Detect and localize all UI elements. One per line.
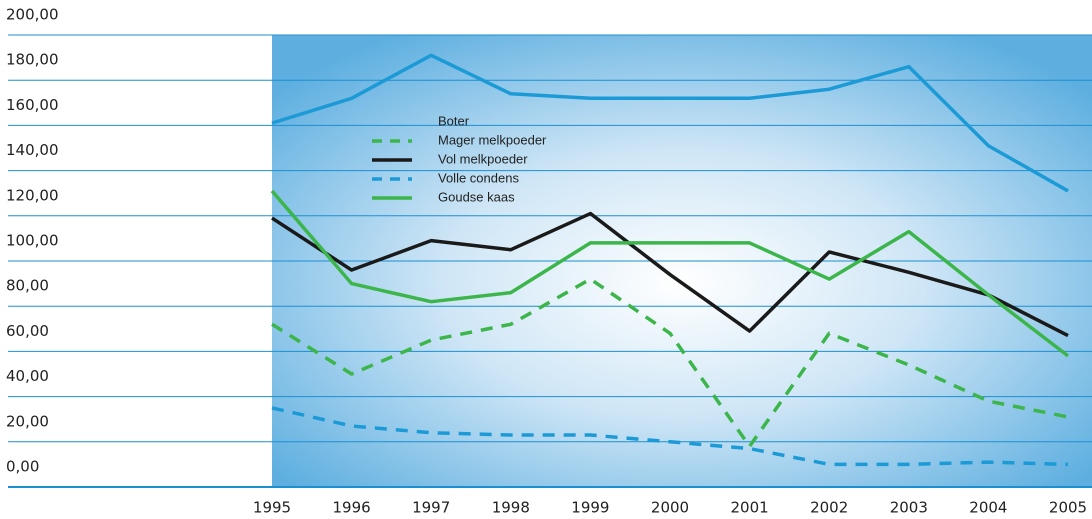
- x-tick-label: 2003: [890, 499, 928, 517]
- y-tick-label: 200,00: [6, 6, 59, 24]
- y-tick-label: 0,00: [6, 458, 39, 476]
- y-tick-label: 120,00: [6, 186, 59, 204]
- y-tick-label: 140,00: [6, 141, 59, 159]
- legend-label: Mager melkpoeder: [438, 132, 547, 147]
- line: [271, 277, 1069, 449]
- x-tick-label: 2004: [969, 499, 1007, 517]
- y-tick-label: 40,00: [6, 367, 49, 385]
- legend-label: Vol melkpoeder: [438, 151, 528, 166]
- x-tick-label: 1999: [571, 499, 609, 517]
- x-tick-label: 2005: [1049, 499, 1087, 517]
- legend-label: Volle condens: [438, 170, 519, 185]
- line: [271, 53, 1069, 193]
- y-tick-label: 20,00: [6, 412, 49, 430]
- x-tick-label: 1995: [253, 499, 291, 517]
- x-tick-label: 2001: [731, 499, 769, 517]
- x-tick-label: 1996: [333, 499, 371, 517]
- legend-label: Boter: [438, 113, 470, 128]
- y-tick-label: 60,00: [6, 322, 49, 340]
- x-tick-label: 2000: [651, 499, 689, 517]
- x-tick-label: 1998: [492, 499, 530, 517]
- legend-label: Goudse kaas: [438, 189, 515, 204]
- x-tick-label: 2002: [810, 499, 848, 517]
- line: [271, 211, 1069, 338]
- y-tick-label: 160,00: [6, 96, 59, 114]
- x-tick-label: 1997: [412, 499, 450, 517]
- line: [271, 406, 1069, 467]
- y-tick-label: 180,00: [6, 51, 59, 69]
- y-tick-label: 100,00: [6, 232, 59, 250]
- y-tick-label: 80,00: [6, 277, 49, 295]
- line: [270, 189, 1070, 358]
